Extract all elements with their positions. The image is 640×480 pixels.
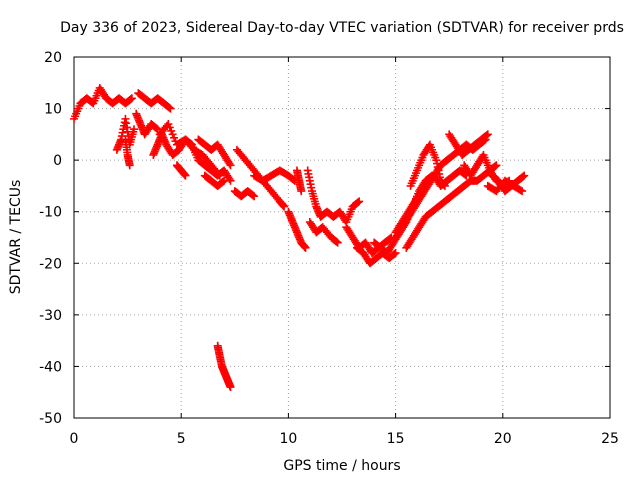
y-tick-label: 0 (53, 153, 62, 169)
y-tick-labels: -50 -40 -30 -20 -10 0 10 20 (39, 50, 62, 427)
y-tick-label: -20 (39, 256, 62, 272)
data-point (440, 181, 449, 190)
data-point (225, 159, 234, 168)
data-point (354, 198, 363, 207)
data-point (297, 187, 306, 196)
y-tick-label: -50 (39, 411, 62, 427)
y-tick-label: -10 (39, 205, 62, 221)
data-point (250, 192, 259, 201)
data-point (127, 94, 136, 103)
data-point (483, 130, 492, 139)
axis-ticks (73, 56, 611, 419)
data-point (126, 95, 135, 104)
y-tick-label: -40 (39, 359, 62, 375)
data-point (390, 249, 399, 258)
data-point (333, 238, 342, 247)
data-point (214, 169, 223, 178)
data-point (386, 234, 395, 243)
x-tick-label: 10 (279, 431, 297, 447)
y-tick-label: 20 (44, 50, 62, 66)
data-point (215, 171, 224, 180)
y-tick-label: -30 (39, 308, 62, 324)
data-point (220, 176, 229, 185)
data-point (301, 243, 310, 252)
data-point (130, 125, 139, 134)
x-tick-label: 0 (70, 431, 79, 447)
plot-frame (73, 56, 611, 419)
data-point (482, 131, 491, 140)
data-point (165, 103, 174, 112)
data-point (166, 104, 175, 113)
data-point (125, 161, 134, 170)
grid-lines (74, 57, 610, 418)
data-point (332, 237, 341, 246)
data-point (249, 191, 258, 200)
x-tick-label: 5 (177, 431, 186, 447)
data-point (225, 175, 234, 184)
data-point (280, 202, 289, 211)
x-tick-label: 15 (387, 431, 405, 447)
data-point (289, 175, 298, 184)
data-point (518, 187, 527, 196)
data-point (391, 248, 400, 257)
x-axis-label: GPS time / hours (283, 458, 400, 474)
data-point (516, 186, 525, 195)
y-tick-label: 10 (44, 102, 62, 118)
data-point (355, 197, 364, 206)
data-point (492, 161, 501, 170)
x-tick-label: 25 (601, 431, 619, 447)
data-point (152, 124, 161, 133)
data-point (519, 172, 528, 181)
x-tick-labels: 0 5 10 15 20 25 (70, 431, 619, 447)
data-points (70, 83, 529, 392)
data-point (181, 171, 190, 180)
x-tick-label: 20 (494, 431, 512, 447)
chart-title: Day 336 of 2023, Sidereal Day-to-day VTE… (60, 20, 624, 36)
data-point (226, 383, 235, 392)
data-point (520, 171, 529, 180)
data-point (226, 161, 235, 170)
y-axis-label: SDTVAR / TECUs (8, 180, 24, 295)
data-point (491, 162, 500, 171)
data-point (219, 177, 228, 186)
